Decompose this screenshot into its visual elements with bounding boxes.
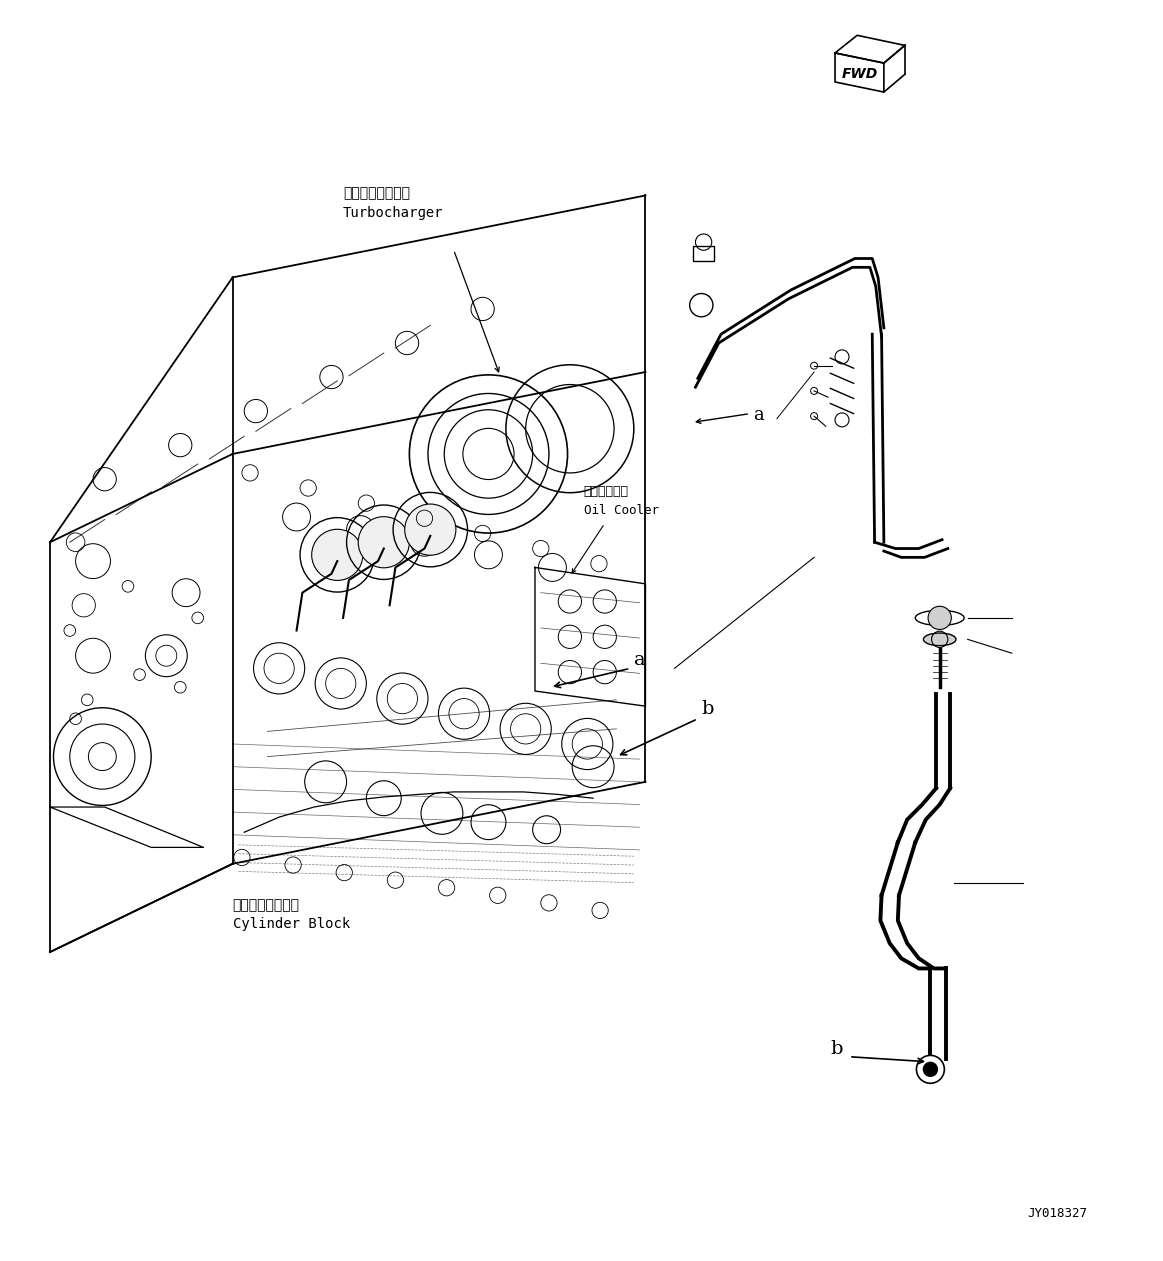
- Bar: [693, 246, 714, 261]
- Bar: [693, 296, 709, 313]
- Text: Turbocharɡer: Turbocharɡer: [343, 206, 443, 219]
- Circle shape: [690, 294, 713, 317]
- Text: Oil Cooler: Oil Cooler: [584, 504, 658, 517]
- Text: Cylinder Block: Cylinder Block: [233, 917, 350, 931]
- Text: ターボチャージャ: ターボチャージャ: [343, 187, 411, 200]
- Circle shape: [916, 1055, 944, 1083]
- Text: シリンダブロック: シリンダブロック: [233, 898, 300, 912]
- Circle shape: [312, 530, 363, 580]
- Circle shape: [928, 607, 951, 629]
- Ellipse shape: [923, 633, 956, 646]
- Text: オイルクーラ: オイルクーラ: [584, 485, 629, 498]
- Circle shape: [405, 504, 456, 555]
- Text: FWD: FWD: [842, 67, 878, 82]
- Text: b: b: [830, 1040, 843, 1058]
- Text: JY018327: JY018327: [1027, 1207, 1087, 1219]
- Ellipse shape: [915, 610, 964, 625]
- Circle shape: [923, 1062, 937, 1077]
- Text: a: a: [634, 651, 645, 668]
- Text: a: a: [754, 406, 764, 424]
- Text: b: b: [701, 700, 714, 718]
- Circle shape: [358, 517, 409, 567]
